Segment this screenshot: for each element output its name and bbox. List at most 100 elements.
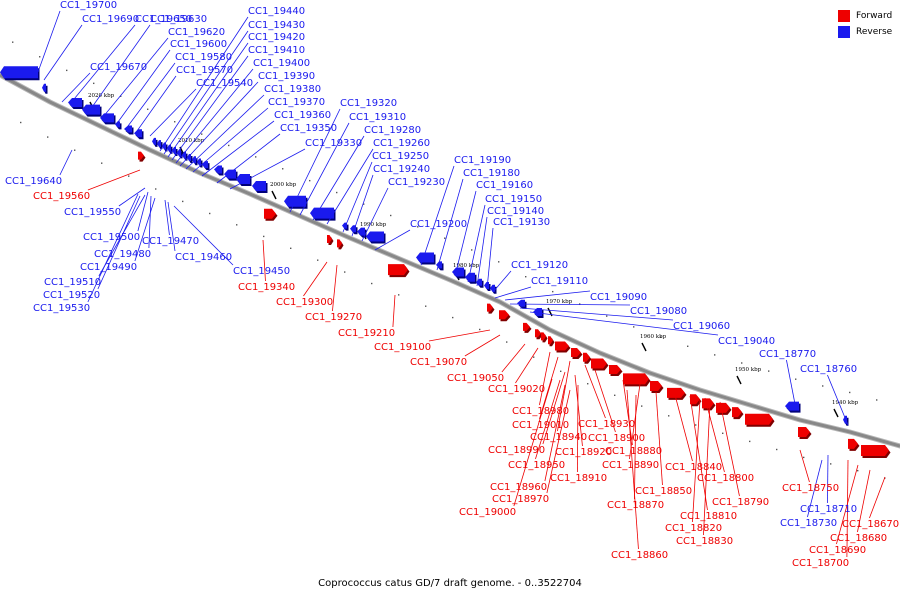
reverse-gene-label[interactable]: CC1_19470 [142, 236, 199, 247]
reverse-gene-label[interactable]: CC1_19180 [463, 168, 520, 179]
reverse-gene[interactable] [517, 299, 527, 309]
forward-gene[interactable] [548, 336, 555, 347]
forward-gene-label[interactable]: CC1_19000 [459, 507, 516, 518]
reverse-gene[interactable] [0, 66, 40, 81]
forward-gene[interactable] [650, 381, 664, 394]
reverse-gene[interactable] [172, 147, 178, 157]
forward-gene-label[interactable]: CC1_19100 [374, 342, 431, 353]
forward-gene[interactable] [623, 373, 651, 387]
reverse-gene[interactable] [192, 156, 198, 166]
reverse-gene-label[interactable]: CC1_19650 [135, 14, 192, 25]
reverse-gene[interactable] [157, 140, 163, 150]
forward-gene-label[interactable]: CC1_19210 [338, 328, 395, 339]
reverse-gene[interactable] [436, 261, 444, 271]
forward-gene-label[interactable]: CC1_18920 [555, 447, 612, 458]
reverse-gene-label[interactable]: CC1_19410 [248, 45, 305, 56]
forward-gene[interactable] [732, 407, 744, 420]
reverse-gene-label[interactable]: CC1_19430 [248, 20, 305, 31]
forward-gene-label[interactable]: CC1_19340 [238, 282, 295, 293]
reverse-gene-label[interactable]: CC1_19480 [94, 249, 151, 260]
reverse-gene-label[interactable]: CC1_19690 [82, 14, 139, 25]
forward-gene-label[interactable]: CC1_18900 [588, 433, 645, 444]
forward-gene-label[interactable]: CC1_18670 [842, 519, 899, 530]
reverse-gene-label[interactable]: CC1_19260 [373, 138, 430, 149]
forward-gene-label[interactable]: CC1_18980 [512, 406, 569, 417]
forward-gene[interactable] [337, 239, 344, 250]
reverse-gene-label[interactable]: CC1_19080 [630, 306, 687, 317]
reverse-gene[interactable] [342, 222, 349, 231]
reverse-gene[interactable] [224, 169, 238, 181]
reverse-gene-label[interactable]: CC1_19090 [590, 292, 647, 303]
reverse-gene[interactable] [533, 308, 544, 318]
forward-gene[interactable] [264, 208, 278, 221]
forward-gene[interactable] [388, 264, 410, 278]
reverse-gene-label[interactable]: CC1_19630 [150, 14, 207, 25]
forward-gene[interactable] [487, 303, 495, 314]
reverse-gene-label[interactable]: CC1_19640 [5, 176, 62, 187]
forward-gene[interactable] [555, 341, 571, 353]
reverse-gene[interactable] [152, 137, 158, 147]
reverse-gene-label[interactable]: CC1_19200 [410, 219, 467, 230]
reverse-gene-label[interactable]: CC1_19350 [280, 123, 337, 134]
reverse-gene-label[interactable]: CC1_19160 [476, 180, 533, 191]
forward-gene-label[interactable]: CC1_18880 [605, 446, 662, 457]
reverse-gene-label[interactable]: CC1_18770 [759, 349, 816, 360]
forward-gene[interactable] [667, 387, 687, 400]
reverse-gene-label[interactable]: CC1_19330 [305, 138, 362, 149]
forward-gene[interactable] [609, 365, 623, 376]
reverse-gene-label[interactable]: CC1_19450 [233, 266, 290, 277]
forward-gene-label[interactable]: CC1_19010 [512, 420, 569, 431]
reverse-gene[interactable] [214, 165, 224, 176]
forward-gene-label[interactable]: CC1_19020 [488, 384, 545, 395]
forward-gene-label[interactable]: CC1_18700 [792, 558, 849, 569]
forward-gene[interactable] [591, 358, 609, 371]
forward-gene[interactable] [541, 332, 548, 343]
reverse-gene[interactable] [124, 125, 134, 135]
forward-gene-label[interactable]: CC1_18910 [550, 473, 607, 484]
reverse-gene-label[interactable]: CC1_19520 [43, 290, 100, 301]
reverse-gene-label[interactable]: CC1_19460 [175, 252, 232, 263]
reverse-gene-label[interactable]: CC1_19190 [454, 155, 511, 166]
forward-gene[interactable] [571, 347, 583, 359]
reverse-gene-label[interactable]: CC1_19280 [364, 125, 421, 136]
reverse-gene[interactable] [252, 180, 268, 193]
reverse-gene-label[interactable]: CC1_19130 [493, 217, 550, 228]
forward-gene[interactable] [861, 445, 891, 458]
forward-gene-label[interactable]: CC1_18790 [712, 497, 769, 508]
reverse-gene[interactable] [785, 401, 801, 413]
forward-gene[interactable] [745, 413, 775, 427]
reverse-gene[interactable] [100, 113, 116, 125]
reverse-gene-label[interactable]: CC1_19040 [718, 336, 775, 347]
reverse-gene-label[interactable]: CC1_19390 [258, 71, 315, 82]
reverse-gene-label[interactable]: CC1_19120 [511, 260, 568, 271]
forward-gene[interactable] [327, 234, 334, 245]
forward-gene[interactable] [523, 322, 532, 333]
forward-gene-label[interactable]: CC1_18890 [602, 460, 659, 471]
reverse-gene[interactable] [68, 98, 84, 109]
forward-gene[interactable] [798, 426, 812, 439]
forward-gene[interactable] [499, 310, 511, 322]
forward-gene[interactable] [138, 151, 146, 162]
forward-gene-label[interactable]: CC1_18860 [611, 550, 668, 561]
reverse-gene-label[interactable]: CC1_18760 [800, 364, 857, 375]
forward-gene[interactable] [848, 438, 860, 451]
reverse-gene-label[interactable]: CC1_19140 [487, 206, 544, 217]
reverse-gene[interactable] [366, 231, 386, 244]
forward-gene-label[interactable]: CC1_18830 [676, 536, 733, 547]
reverse-gene[interactable] [115, 121, 122, 130]
forward-gene-label[interactable]: CC1_18840 [665, 462, 722, 473]
forward-gene[interactable] [716, 402, 732, 415]
reverse-gene-label[interactable]: CC1_19420 [248, 32, 305, 43]
reverse-gene-label[interactable]: CC1_19240 [373, 164, 430, 175]
forward-gene[interactable] [702, 398, 716, 411]
reverse-gene-label[interactable]: CC1_19110 [531, 276, 588, 287]
reverse-gene-label[interactable]: CC1_19510 [44, 277, 101, 288]
reverse-gene[interactable] [197, 158, 203, 168]
reverse-gene-label[interactable]: CC1_18710 [800, 504, 857, 515]
reverse-gene-label[interactable]: CC1_19370 [268, 97, 325, 108]
reverse-gene[interactable] [490, 284, 497, 294]
forward-gene-label[interactable]: CC1_18950 [508, 460, 565, 471]
reverse-gene-label[interactable]: CC1_19380 [264, 84, 321, 95]
forward-gene-label[interactable]: CC1_18810 [680, 511, 737, 522]
reverse-gene-label[interactable]: CC1_19310 [349, 112, 406, 123]
